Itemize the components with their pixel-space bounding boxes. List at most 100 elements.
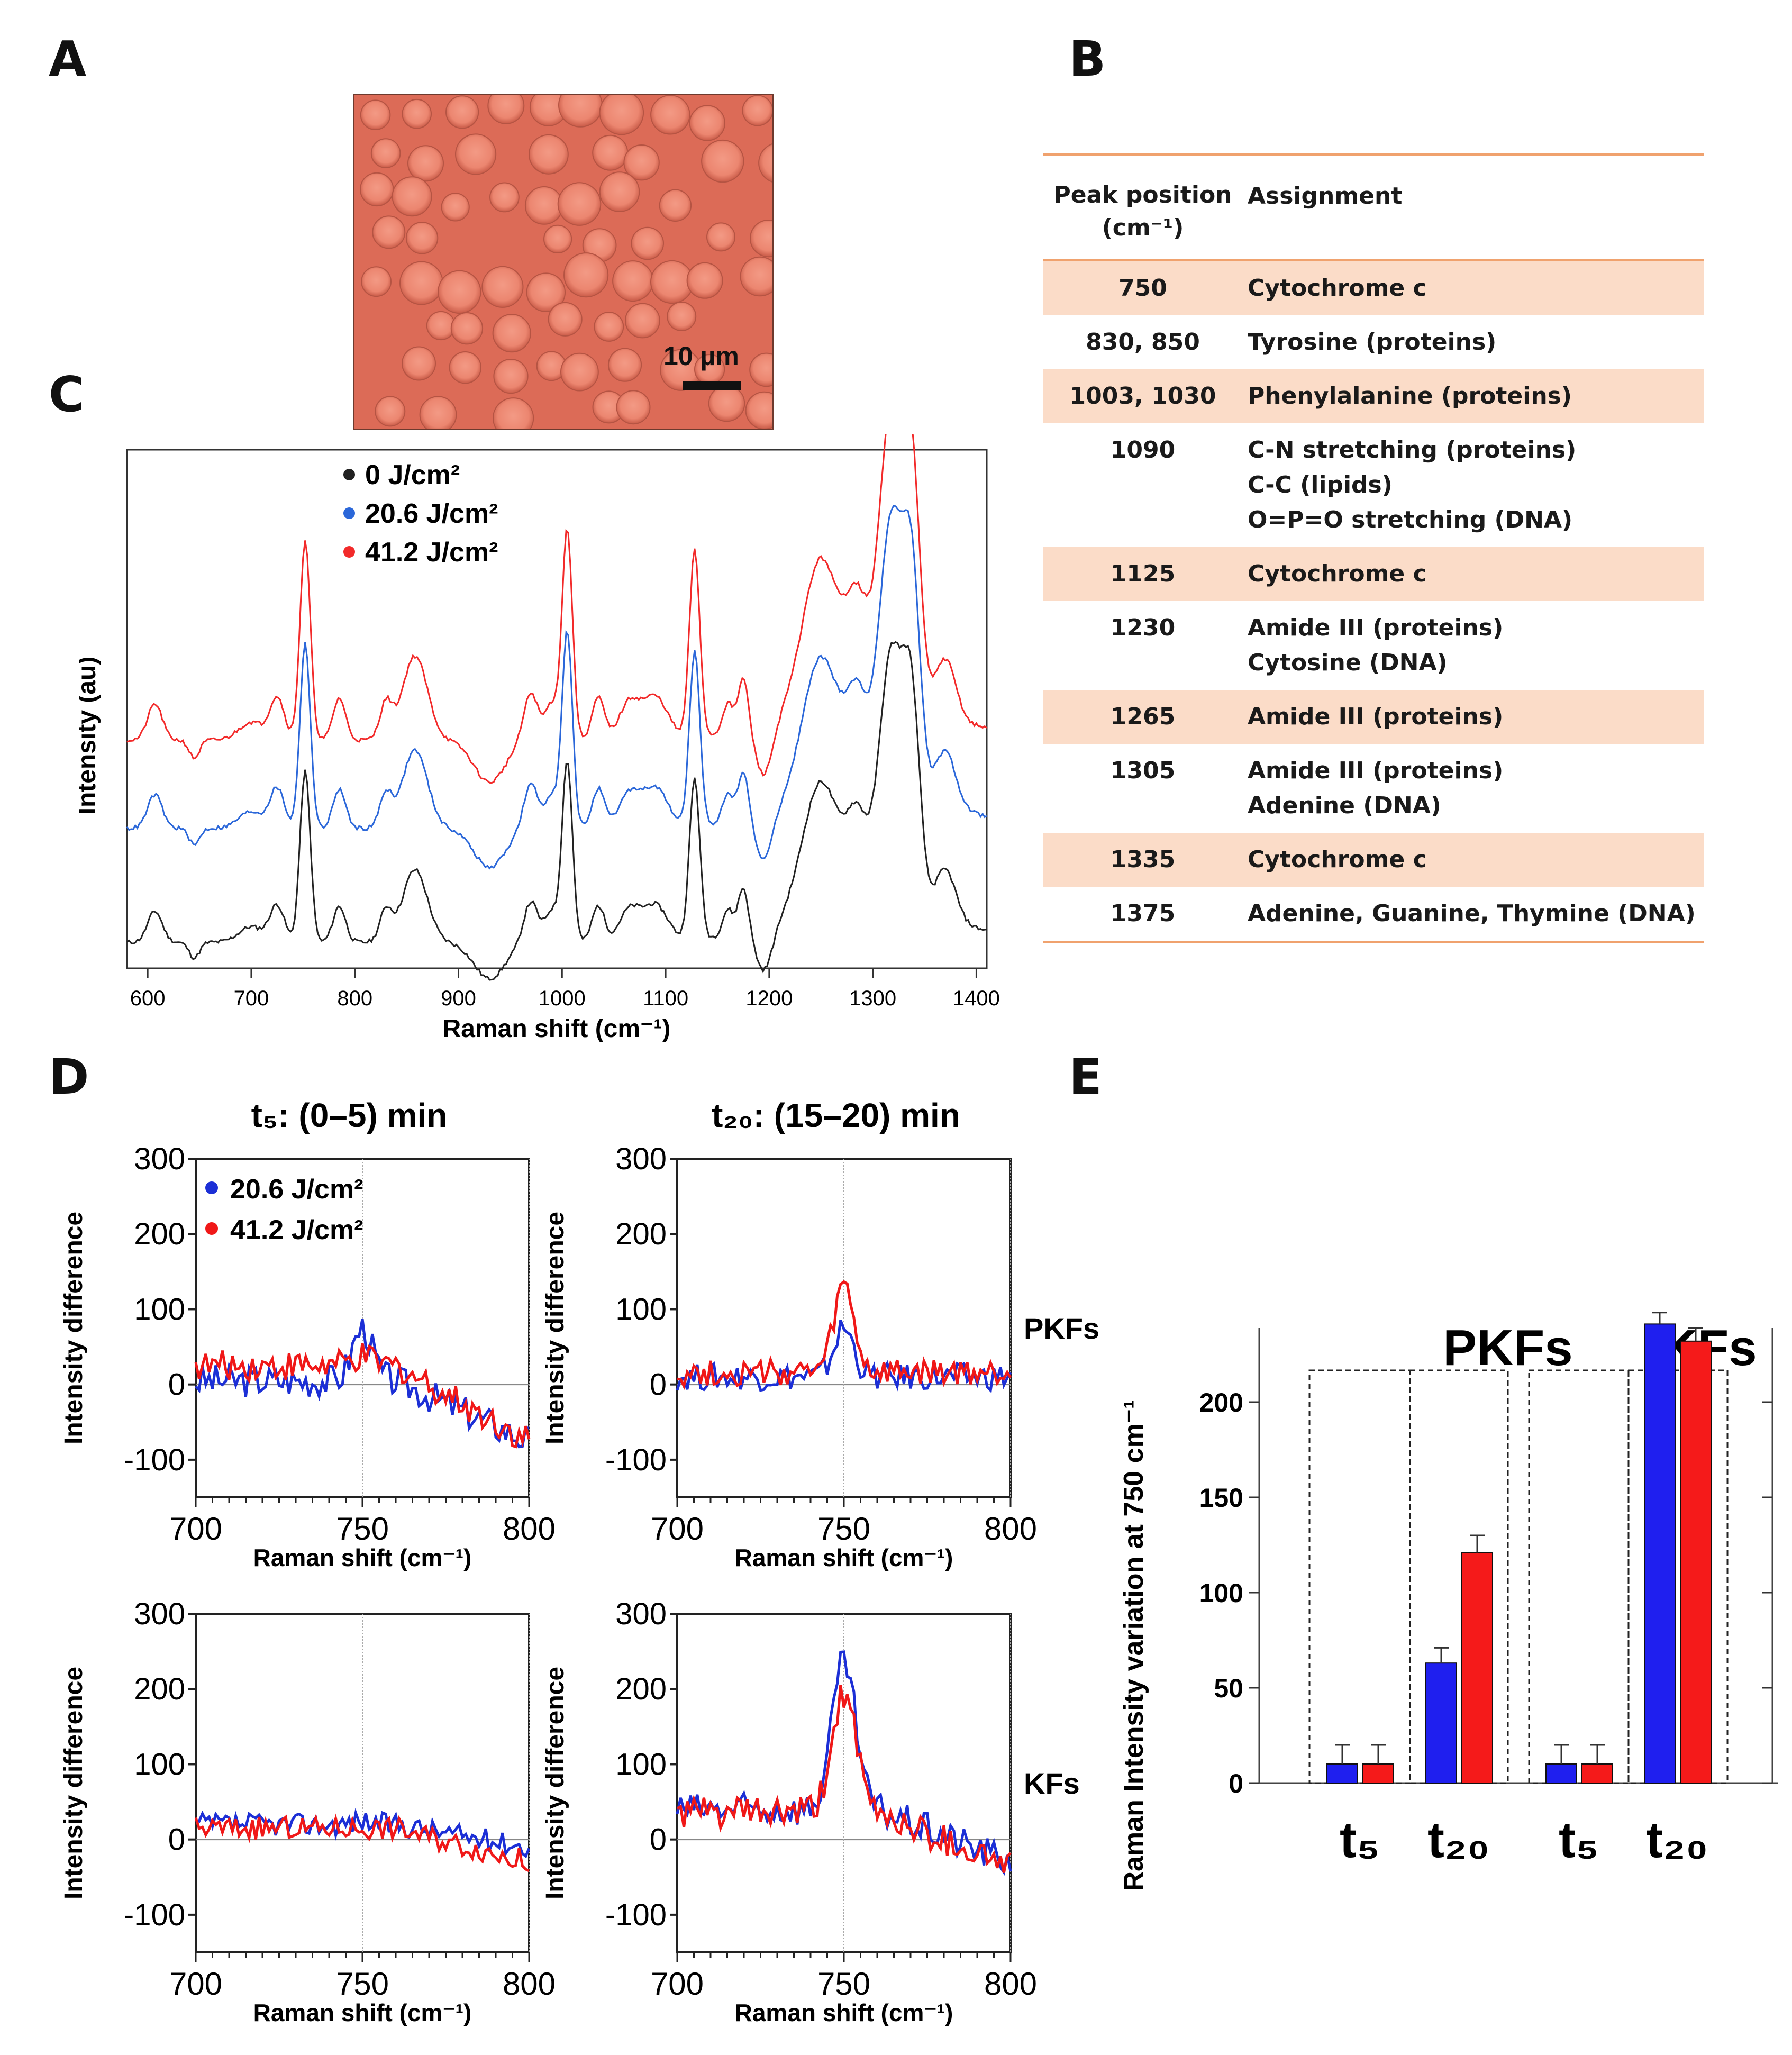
cell	[650, 95, 690, 135]
e-bar	[1581, 1763, 1613, 1784]
panel-label-c: C	[49, 366, 85, 423]
d-ytick-label: 100	[615, 1747, 667, 1781]
cell	[487, 95, 525, 124]
difference-line-blue	[195, 1808, 531, 1859]
d-xtick-label: 700	[169, 1511, 222, 1547]
table-body: 750 Cytochrome c 830, 850 Tyrosine (protein…	[1043, 261, 1704, 941]
difference-subplot: 300 200 100 0 -100 700 750 800 Raman shift (cm⁻¹…	[541, 1142, 1037, 1571]
micrograph-image: 10 µm	[353, 94, 774, 430]
d-xtick-label: 700	[169, 1966, 222, 2002]
d-ytick-label: 0	[650, 1823, 667, 1857]
cell	[489, 182, 520, 213]
difference-line-red	[194, 1343, 531, 1449]
table-cell-assignment: Cytochrome c	[1248, 560, 1427, 587]
table-bottom-rule	[1043, 941, 1704, 943]
cell	[706, 222, 735, 252]
table-cell-assignment: Cytochrome c	[1248, 846, 1427, 873]
raman-spectra-chart: 600 700 800 900 1000 1100 1200 1300 1400 0 J/cm²…	[79, 434, 1000, 1043]
table-row: 1265 Amide III (proteins)	[1043, 690, 1704, 744]
table-cell-peak: 1335	[1110, 846, 1176, 873]
e-bar	[1461, 1552, 1493, 1784]
table-cell-peak: 1090	[1110, 437, 1176, 463]
cell	[563, 252, 609, 298]
e-bar	[1425, 1662, 1457, 1784]
table-cell-peak: 750	[1118, 275, 1167, 302]
cell	[560, 352, 599, 392]
table-row: 1230 Amide III (proteins) Cytosine (DNA)	[1043, 601, 1704, 690]
chart-c-xlabel: Raman shift (cm⁻¹)	[443, 1015, 671, 1043]
d-legend-dot-0	[205, 1181, 218, 1194]
c-xtick-label: 700	[234, 987, 269, 1010]
legend-dot-2	[343, 546, 355, 558]
cell	[407, 145, 444, 182]
c-xtick-label: 1200	[745, 987, 793, 1010]
d-ytick-label: 0	[168, 1368, 185, 1402]
row-label-kfs: KFs	[1024, 1767, 1080, 1800]
cell	[701, 139, 744, 183]
subplot-title-t20: t₂₀: (15–20) min	[712, 1096, 960, 1134]
d-ytick-label: 200	[134, 1672, 185, 1706]
d-ylabel: Intensity difference	[541, 1212, 569, 1444]
table-row: 830, 850 Tyrosine (proteins)	[1043, 315, 1704, 369]
cell	[370, 138, 401, 168]
d-xtick-label: 800	[503, 1511, 556, 1547]
e-dashed-box	[1308, 1369, 1411, 1784]
cell	[493, 358, 529, 394]
cell	[557, 182, 602, 226]
table-cell-assignment: C-N stretching (proteins) C-C (lipids) O=P…	[1248, 437, 1577, 533]
subplot-title-t5: t₅: (0–5) min	[251, 1096, 448, 1134]
table-cell-peak: 830, 850	[1086, 329, 1200, 356]
cell	[543, 224, 572, 253]
e-bar	[1326, 1763, 1358, 1784]
legend-label-0: 0 J/cm²	[365, 460, 460, 490]
cell	[623, 144, 660, 181]
difference-subplot: 300 200 100 0 -100 700 750 800 Raman shift (cm⁻¹…	[541, 1597, 1037, 2026]
scale-bar-label: 10 µm	[663, 341, 739, 371]
d-xtick-label: 700	[651, 1511, 704, 1547]
table-cell-peak: 1375	[1110, 900, 1176, 927]
d-ylabel: Intensity difference	[63, 1667, 88, 1899]
table-cell-assignment: Amide III (proteins) Adenine (DNA)	[1248, 757, 1504, 819]
c-xtick-label: 800	[337, 987, 372, 1010]
d-ytick-label: 200	[134, 1217, 185, 1251]
e-bar	[1644, 1323, 1676, 1784]
intensity-bar-chart: PKFs KFs Raman Intensity variation at 75…	[1118, 1312, 1778, 1892]
legend-dot-1	[343, 507, 355, 519]
cell	[524, 186, 563, 225]
d-ytick-label: 100	[134, 1292, 185, 1326]
cell	[493, 397, 534, 429]
d-ytick-label: 0	[168, 1823, 185, 1857]
e-category-label: t₅	[1559, 1812, 1599, 1868]
difference-subplot: 300 200 100 0 -100 700 750 800 Raman shift (cm⁻¹…	[63, 1597, 556, 2026]
difference-line-red	[194, 1813, 530, 1872]
d-ytick-label: -100	[605, 1898, 667, 1932]
e-category-label: t₂₀	[1646, 1812, 1708, 1868]
d-xlabel: Raman shift (cm⁻¹)	[735, 1999, 953, 2026]
spectrum-0	[126, 641, 987, 981]
c-xtick-label: 900	[441, 987, 476, 1010]
d-ytick-label: 300	[615, 1142, 667, 1176]
cell	[708, 385, 745, 422]
cell	[402, 98, 432, 129]
cell	[548, 302, 583, 337]
cell	[372, 215, 406, 249]
difference-subplot: 300 200 100 0 -100 700 750 800 Raman shift (cm⁻¹…	[63, 1142, 556, 1571]
c-xtick-label: 1400	[953, 987, 1000, 1010]
cell	[455, 133, 497, 175]
legend-label-2: 41.2 J/cm²	[365, 537, 498, 568]
cell	[599, 95, 644, 135]
panel-label-a: A	[49, 31, 87, 87]
e-bar	[1362, 1763, 1394, 1784]
c-xtick-label: 1000	[539, 987, 586, 1010]
panel-label-d: D	[49, 1049, 89, 1105]
table-cell-peak: 1003, 1030	[1069, 383, 1216, 410]
table-header-peak: Peak position (cm⁻¹)	[1053, 181, 1232, 241]
e-ytick-label: 50	[1214, 1674, 1243, 1703]
cell	[426, 311, 456, 341]
cell	[375, 396, 406, 427]
cell	[526, 272, 566, 312]
table-cell-peak: 1305	[1110, 757, 1176, 784]
d-ytick-label: 200	[615, 1217, 667, 1251]
d-ytick-label: 200	[615, 1672, 667, 1706]
difference-line-blue	[195, 1319, 530, 1449]
